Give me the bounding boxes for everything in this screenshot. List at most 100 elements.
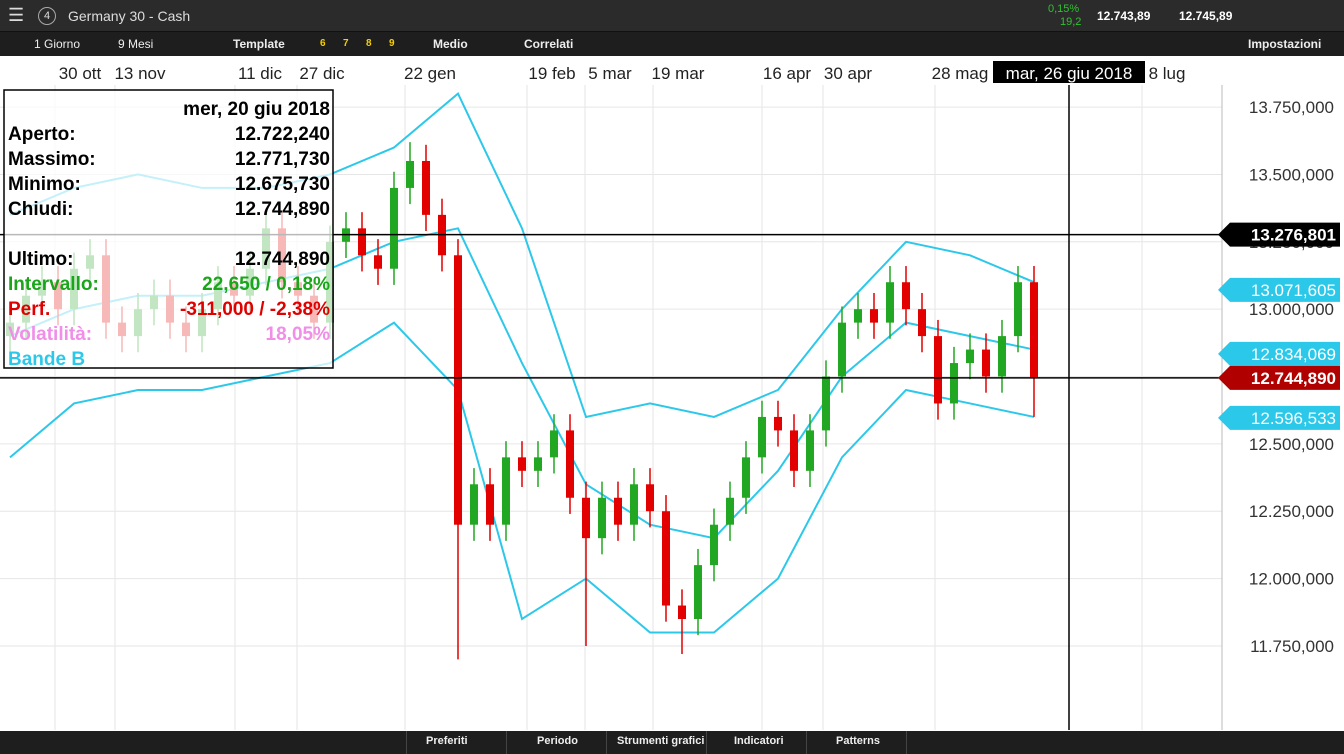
price-marker-label: 12.596,533 [1251,409,1336,428]
candle-body [870,309,878,323]
change-pts: 19,2 [1060,16,1082,28]
x-tick-label: 13 nov [114,64,166,83]
cursor-date-box [993,61,1145,83]
price-marker-box [1218,222,1340,247]
candle-body [950,363,958,404]
candle-body [598,497,606,539]
tab[interactable]: Periodo [537,735,578,747]
menu-button[interactable]: ☰ [8,5,25,25]
info-value: 22,650 / 0,18% [202,274,330,295]
info-value: 12.722,240 [235,124,330,145]
candle-body [982,349,990,377]
x-tick-label: 28 mag [932,64,989,83]
candle-body [358,228,366,256]
candle-body [630,484,638,525]
price-marker-box [1218,277,1340,302]
band-lower [9,321,1035,634]
info-label: Intervallo: [8,274,99,295]
candle-body [678,605,686,619]
candle-body [374,255,382,269]
info-date: mer, 20 giu 2018 [183,99,330,120]
price-marker-label: 13.276,801 [1251,226,1336,245]
instrument[interactable]: Germany 30 - Cash [68,8,191,24]
info-value: 12.744,890 [235,249,330,270]
candle-body [790,430,798,471]
range[interactable]: 9 Mesi [118,37,154,51]
candle-body [1030,282,1038,378]
candle-body [726,497,734,525]
price-marker-label: 12.834,069 [1251,345,1336,364]
tab[interactable]: Strumenti grafici [617,735,705,747]
price-marker-label: 13.071,605 [1251,281,1336,300]
info-label: Massimo: [8,149,96,170]
x-tick-label: 8 lug [1149,64,1186,83]
top-bar: ☰ 4 Germany 30 - Cash 0,15% 19,2 12.743,… [0,0,1344,32]
ask[interactable]: 12.745,89 [1179,9,1233,23]
bid[interactable]: 12.743,89 [1097,9,1151,23]
price-marker-box [1218,405,1340,430]
candle-body [742,457,750,498]
candle-body [966,349,974,364]
price-marker-box [1218,341,1340,366]
candle-body [422,160,430,215]
info-value: -311,000 / -2,38% [180,299,330,320]
x-tick-label: 11 dic [238,64,283,83]
candle-body [694,565,702,619]
tab[interactable]: Indicatori [734,735,784,747]
preset[interactable]: 7 [343,38,349,49]
candle-body [518,457,526,471]
tab[interactable]: Preferiti [426,735,468,747]
candle-body [774,416,782,431]
candle-body [934,336,942,404]
x-tick-label: 27 dic [299,64,345,83]
preset[interactable]: 8 [366,38,372,49]
info-value: 18,05% [266,324,331,345]
y-tick-label: 11.750,000 [1250,637,1334,656]
settings[interactable]: Impostazioni [1248,37,1322,51]
cursor-date: mar, 26 giu 2018 [1006,64,1133,83]
info-box [3,89,334,369]
style[interactable]: Medio [433,37,468,51]
price-marker-label: 12.744,890 [1251,369,1336,388]
candle-body [566,430,574,498]
info-label: Chiudi: [8,199,73,220]
tab[interactable]: Patterns [836,735,881,747]
info-label: Perf. [8,299,50,320]
preset[interactable]: 6 [320,38,326,49]
candle-body [662,511,670,606]
candle-body [710,524,718,566]
preset[interactable]: 9 [389,38,395,49]
candle-body [822,376,830,431]
x-tick-label: 30 ott [59,64,102,83]
info-label: Aperto: [8,124,76,145]
candle-body [502,457,510,525]
template[interactable]: Template [233,37,285,51]
badge[interactable]: 4 [38,7,56,25]
candle-body [406,160,414,188]
separator [706,731,707,754]
separator [406,731,407,754]
info-label: Volatilità: [8,324,92,345]
info-label: Minimo: [8,174,81,195]
x-tick-label: 19 mar [652,64,705,83]
y-tick-label: 12.250,000 [1249,502,1334,521]
related[interactable]: Correlati [524,37,574,51]
info-label: Ultimo: [8,249,73,270]
candle-body [534,457,542,471]
change-pct: 0,15% [1048,3,1080,15]
x-tick-label: 5 mar [588,64,632,83]
candle-body [1014,282,1022,337]
bottom-bar: Preferiti Periodo Strumenti grafici Indi… [0,731,1344,754]
toolbar: 1 Giorno 9 Mesi Template 6 7 8 9 Medio C… [0,32,1344,56]
interval[interactable]: 1 Giorno [34,37,81,51]
info-value: 12.771,730 [235,149,330,170]
separator [606,731,607,754]
y-tick-label: 12.500,000 [1249,435,1334,454]
candle-body [806,430,814,471]
separator [806,731,807,754]
candle-body [486,484,494,525]
candle-body [918,309,926,337]
x-tick-label: 16 apr [763,64,812,83]
chart: 30 ott 13 nov 11 dic 27 dic 22 gen 19 feb 5 ma… [0,56,1344,730]
